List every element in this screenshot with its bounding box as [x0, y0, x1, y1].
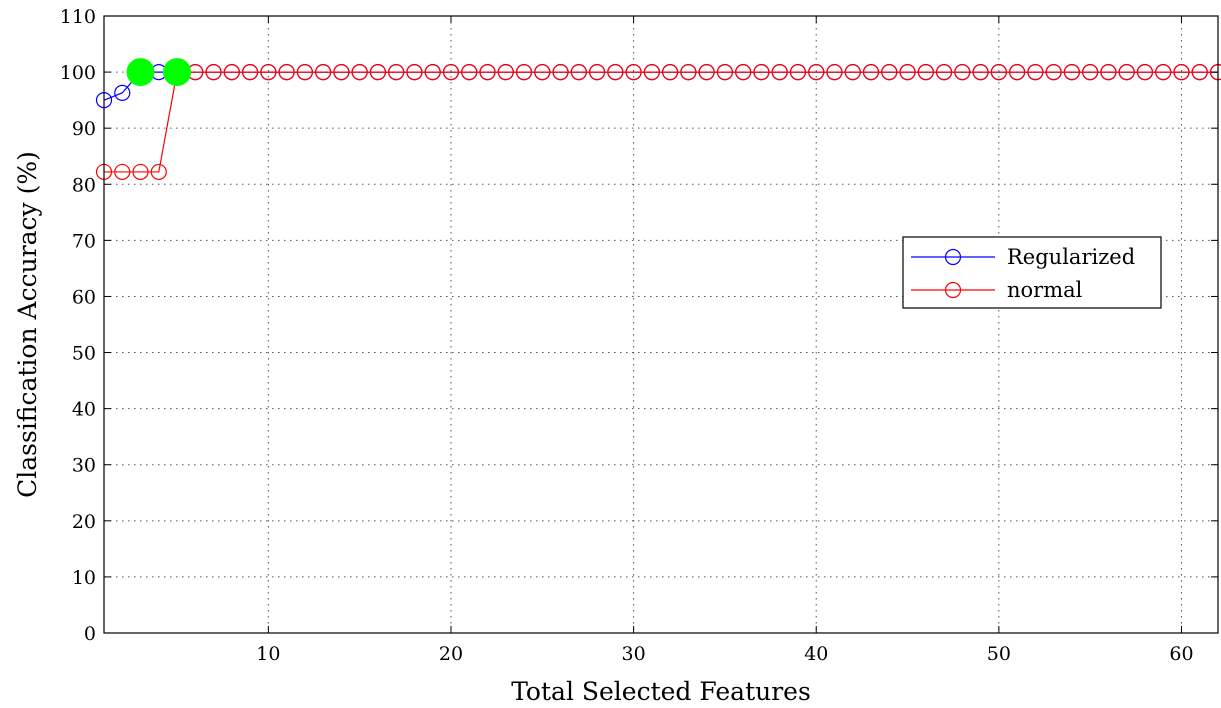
- data-point: [698, 63, 715, 81]
- data-point: [461, 63, 478, 81]
- legend-marker: [944, 281, 962, 299]
- data-point: [1155, 63, 1172, 81]
- data-point: [552, 63, 569, 81]
- plot-frame: [103, 15, 1219, 634]
- y-tick-label: 80: [72, 174, 96, 196]
- data-point: [862, 63, 880, 81]
- data-point: [662, 63, 679, 81]
- data-point: [735, 63, 752, 81]
- data-point: [680, 63, 697, 81]
- data-point: [771, 63, 788, 81]
- data-point: [406, 63, 423, 81]
- data-point: [881, 63, 898, 81]
- data-point: [844, 63, 861, 81]
- data-point: [424, 63, 441, 81]
- data-point: [351, 63, 368, 81]
- data-point: [1100, 63, 1117, 81]
- data-point: [369, 63, 387, 81]
- axis-ticks: 10 20 30 40 50 60 0 10 20 30 40 50 60 70 80 90 100 110: [60, 6, 1218, 665]
- data-point: [114, 163, 131, 181]
- data-point: [479, 63, 496, 81]
- data-point: [917, 63, 934, 81]
- data-point: [972, 63, 989, 81]
- data-point: [296, 63, 313, 81]
- data-point: [241, 63, 259, 81]
- data-point: [588, 63, 606, 81]
- data-point: [899, 63, 916, 81]
- y-axis-label: Classification Accuracy (%): [13, 151, 42, 498]
- y-tick-label: 50: [72, 343, 96, 365]
- data-point: [1009, 63, 1026, 81]
- data-point: [223, 63, 240, 81]
- data-point: [789, 63, 807, 81]
- data-point: [333, 63, 350, 81]
- data-point: [205, 63, 222, 81]
- highlight-point: [163, 58, 192, 87]
- legend-marker: [944, 248, 962, 266]
- data-point: [497, 63, 514, 81]
- y-tick-label: 100: [60, 62, 96, 84]
- y-tick-label: 30: [72, 455, 96, 477]
- y-tick-label: 90: [72, 118, 96, 140]
- data-point: [625, 63, 642, 81]
- data-point: [132, 163, 149, 181]
- y-tick-label: 10: [72, 567, 96, 589]
- data-point: [534, 63, 551, 81]
- data-point: [442, 63, 460, 81]
- data-point: [753, 63, 770, 81]
- data-point: [1118, 63, 1135, 81]
- data-point: [1191, 63, 1208, 81]
- data-point: [1173, 63, 1190, 81]
- data-point: [716, 63, 734, 81]
- data-point: [826, 63, 843, 81]
- data-point: [643, 63, 660, 81]
- data-point: [114, 84, 131, 101]
- highlight-layer: [126, 58, 192, 87]
- y-tick-label: 110: [60, 6, 96, 28]
- data-point: [1136, 63, 1154, 81]
- x-tick-label: 20: [439, 643, 463, 665]
- data-point: [278, 63, 295, 81]
- legend-box: [902, 236, 1162, 309]
- data-point: [260, 63, 277, 81]
- x-tick-label: 60: [1169, 643, 1193, 665]
- legend: Regularized normal: [902, 236, 1162, 309]
- y-tick-label: 20: [72, 511, 96, 533]
- data-point: [150, 163, 167, 181]
- y-tick-label: 0: [84, 623, 96, 645]
- y-tick-label: 40: [72, 399, 96, 421]
- data-point: [570, 63, 587, 81]
- legend-label: normal: [1007, 278, 1083, 302]
- data-point: [808, 63, 825, 81]
- grid-lines: [104, 16, 1218, 633]
- x-tick-label: 30: [622, 643, 646, 665]
- data-point: [1027, 63, 1044, 81]
- series-normal: [95, 63, 1221, 181]
- series-line: [104, 71, 1218, 173]
- data-point: [388, 63, 405, 81]
- y-tick-label: 70: [72, 230, 96, 252]
- data-point: [935, 63, 953, 81]
- data-point: [515, 63, 533, 81]
- highlight-point: [126, 58, 155, 87]
- data-point: [607, 63, 624, 81]
- data-point: [1063, 63, 1081, 81]
- x-axis-label: Total Selected Features: [511, 677, 811, 706]
- data-point: [1045, 63, 1062, 81]
- data-point: [315, 63, 332, 81]
- data-point: [1082, 63, 1099, 81]
- legend-label: Regularized: [1007, 245, 1135, 269]
- x-tick-label: 40: [804, 643, 828, 665]
- y-tick-label: 60: [72, 286, 96, 308]
- data-point: [954, 63, 971, 81]
- series-layer: [95, 63, 1221, 181]
- x-tick-label: 10: [256, 643, 280, 665]
- x-tick-label: 50: [987, 643, 1011, 665]
- data-point: [990, 63, 1007, 81]
